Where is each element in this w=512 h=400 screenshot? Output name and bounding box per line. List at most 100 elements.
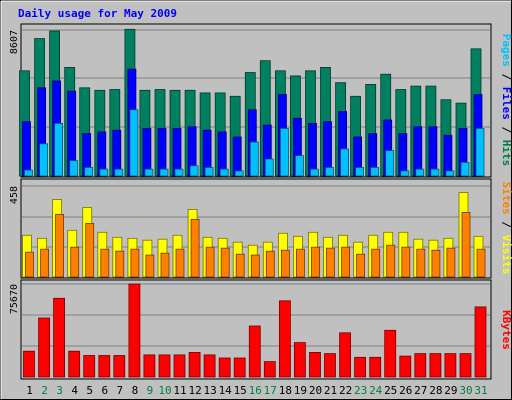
bar-sites-day-14	[220, 247, 230, 278]
day-label-23: 23	[354, 384, 367, 397]
bar-sites-day-15	[235, 253, 245, 278]
bar-files-day-27	[413, 126, 423, 177]
bar-kbytes-day-29	[444, 353, 457, 378]
day-label-9: 9	[147, 384, 154, 397]
bar-kbytes-day-6	[98, 355, 111, 378]
bar-files-day-28	[428, 126, 438, 177]
bar-sites-day-3	[55, 213, 64, 278]
day-label-13: 13	[203, 384, 216, 397]
bar-sites-day-1	[25, 251, 34, 278]
day-label-19: 19	[294, 384, 307, 397]
day-label-25: 25	[384, 384, 397, 397]
bar-pages-day-19	[294, 155, 304, 177]
bar-sites-day-11	[175, 248, 185, 278]
bar-sites-day-7	[115, 250, 125, 278]
bar-sites-day-21	[326, 247, 335, 278]
bar-kbytes-day-15	[233, 357, 246, 378]
ymax-label: 8607	[9, 30, 20, 54]
bar-files-day-1	[22, 121, 31, 177]
bar-pages-day-13	[204, 167, 214, 177]
bar-pages-day-27	[415, 168, 425, 177]
bar-pages-day-11	[174, 168, 184, 177]
bar-sites-day-5	[85, 222, 95, 278]
bar-pages-day-22	[340, 148, 350, 177]
bar-pages-day-23	[355, 167, 365, 177]
bar-pages-day-28	[430, 168, 440, 177]
chart-legends: Pages / Files / Hits Sites / Visits KBytes	[500, 34, 512, 350]
bar-sites-day-19	[295, 248, 305, 278]
bar-files-day-26	[398, 133, 408, 177]
bar-kbytes-day-10	[158, 354, 171, 378]
bar-kbytes-day-26	[399, 355, 412, 378]
bar-pages-day-4	[69, 160, 79, 177]
bar-kbytes-day-16	[248, 325, 261, 378]
panel-visits-sites: 458	[9, 185, 490, 278]
day-label-20: 20	[309, 384, 322, 397]
chart-title: Daily usage for May 2009	[18, 7, 177, 20]
bar-pages-day-24	[370, 167, 380, 177]
bar-sites-day-17	[265, 250, 275, 278]
day-label-11: 11	[173, 384, 186, 397]
bar-pages-day-21	[325, 167, 334, 177]
bar-pages-day-17	[264, 158, 274, 177]
bar-sites-day-27	[416, 248, 426, 278]
bar-pages-day-3	[54, 123, 63, 177]
bar-kbytes-day-7	[113, 355, 126, 378]
bar-sites-day-22	[341, 246, 351, 278]
day-label-21: 21	[324, 384, 337, 397]
day-label-22: 22	[339, 384, 352, 397]
day-label-16: 16	[249, 384, 262, 397]
bar-kbytes-day-23	[354, 356, 367, 378]
day-label-29: 29	[444, 384, 457, 397]
bar-kbytes-day-13	[203, 354, 216, 378]
bar-sites-day-31	[476, 248, 486, 278]
panel-hits-files-pages: 8607	[9, 28, 490, 177]
bar-kbytes-day-2	[38, 317, 50, 378]
legend-hits-files-pages: Pages / Files / Hits	[500, 34, 512, 167]
bar-files-day-15	[232, 136, 242, 177]
bar-pages-day-30	[460, 161, 470, 177]
bar-sites-day-6	[100, 248, 110, 278]
day-labels: 1 2 3 4 5 6 7 8 9 10 11 12 13 14 15 16 17 18 19 20 21 22 23 24 2…	[26, 384, 487, 397]
bar-files-day-29	[443, 134, 453, 177]
day-label-7: 7	[116, 384, 123, 397]
bar-sites-day-12	[190, 218, 200, 278]
bar-kbytes-day-21	[324, 353, 336, 378]
bar-sites-day-2	[40, 248, 49, 278]
bar-kbytes-day-9	[143, 354, 156, 378]
day-label-28: 28	[429, 384, 442, 397]
bar-kbytes-day-3	[53, 297, 65, 378]
bar-kbytes-day-24	[369, 356, 382, 378]
bar-pages-day-26	[400, 170, 410, 177]
bar-kbytes-day-1	[23, 350, 35, 378]
bar-sites-day-18	[280, 249, 290, 278]
bar-pages-day-20	[310, 168, 319, 177]
day-label-24: 24	[369, 384, 383, 397]
bar-pages-day-6	[99, 168, 109, 177]
bar-kbytes-day-19	[293, 342, 306, 378]
bar-kbytes-day-28	[429, 353, 442, 378]
day-label-30: 30	[459, 384, 472, 397]
day-label-12: 12	[188, 384, 201, 397]
bar-kbytes-day-11	[173, 354, 186, 378]
bar-sites-day-24	[371, 248, 381, 278]
day-label-26: 26	[399, 384, 412, 397]
bar-kbytes-day-25	[384, 329, 397, 378]
bar-pages-day-8	[129, 109, 139, 177]
chart-panels: 8607 458 75670	[9, 28, 490, 378]
bar-kbytes-day-22	[339, 332, 352, 378]
bar-pages-day-31	[475, 128, 485, 177]
legend-kbytes: KBytes	[500, 310, 512, 350]
day-label-5: 5	[86, 384, 93, 397]
bar-pages-day-16	[249, 141, 259, 177]
bar-sites-day-29	[446, 247, 456, 278]
bar-pages-day-12	[189, 165, 199, 177]
day-label-2: 2	[41, 384, 48, 397]
bar-pages-day-14	[219, 168, 229, 177]
bar-kbytes-day-30	[459, 353, 472, 378]
bar-kbytes-day-27	[414, 353, 427, 378]
bar-kbytes-day-31	[474, 306, 487, 378]
day-label-1: 1	[26, 384, 33, 397]
day-label-4: 4	[71, 384, 78, 397]
